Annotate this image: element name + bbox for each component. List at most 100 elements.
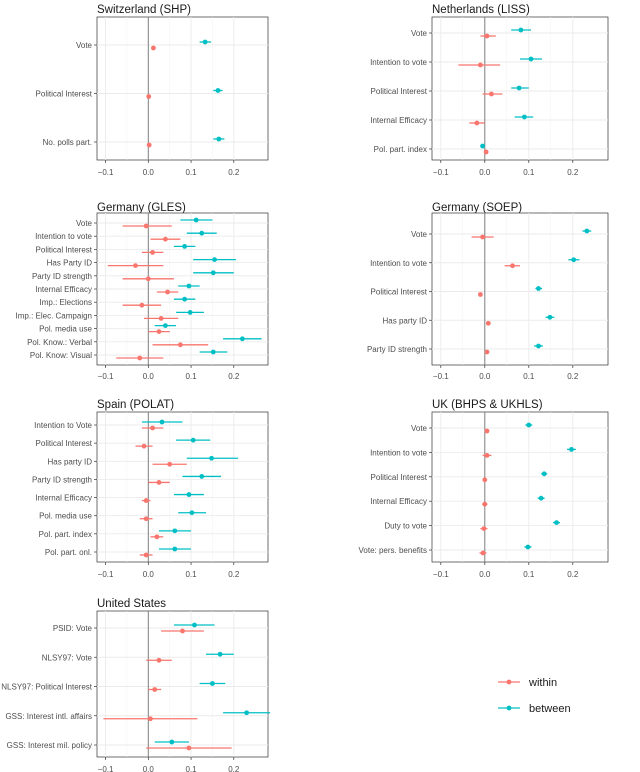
between-point [536, 343, 541, 349]
category-label: Pol. Know.: Verbal [27, 338, 92, 347]
category-label: NLSY97: Political Interest [1, 683, 92, 692]
between-point [187, 310, 193, 315]
category-label: Internal Efficacy [370, 497, 427, 506]
x-tick-label: 0.2 [228, 570, 240, 579]
plot-area [96, 411, 269, 563]
within-point [133, 263, 138, 268]
legend-key-point [506, 679, 512, 685]
between-point [192, 622, 197, 628]
category-label: Pol. part. index [374, 145, 427, 154]
category-label: GSS: Interest mil. policy [7, 741, 92, 750]
within-point [165, 289, 170, 295]
panel-netherlands-liss: Netherlands (LISS) −0.1 0.0 0.1 0.2 Vote Inten… [370, 4, 609, 177]
category-label: Vote [411, 230, 428, 239]
category-label: Political Interest [36, 439, 93, 448]
x-tick-label: −0.1 [98, 372, 114, 381]
x-tick-label: −0.1 [98, 765, 114, 772]
panel-title: Netherlands (LISS) [432, 4, 530, 16]
within-point [482, 501, 488, 507]
within-point [146, 142, 152, 148]
x-tick-label: 0.1 [523, 570, 535, 579]
category-label: Intention to vote [370, 448, 427, 457]
between-point [569, 447, 574, 452]
panel-title: Germany (GLES) [97, 202, 186, 214]
x-tick-label: 0.0 [143, 372, 155, 381]
category-label: No. polls part. [43, 138, 92, 147]
x-tick-label: 0.2 [567, 372, 579, 381]
within-point [482, 477, 488, 483]
within-point [150, 425, 155, 431]
within-point [186, 745, 192, 751]
x-tick-label: 0.2 [567, 570, 579, 579]
within-point [489, 91, 494, 97]
within-point [139, 302, 145, 308]
within-point [145, 276, 151, 282]
within-point [481, 526, 487, 531]
x-tick-label: 0.2 [228, 168, 240, 177]
within-point [478, 292, 483, 297]
x-tick-label: −0.1 [433, 570, 449, 579]
x-tick-label: −0.1 [433, 372, 449, 381]
within-point [152, 687, 158, 692]
category-label: Has Party ID [47, 259, 93, 268]
legend: within between [498, 677, 571, 715]
legend-label-between: between [529, 703, 571, 715]
between-point [525, 544, 531, 550]
panel-title: Switzerland (SHP) [97, 4, 191, 16]
between-point [212, 257, 217, 262]
within-point [150, 250, 155, 255]
between-point [190, 437, 196, 443]
x-tick-label: 0.0 [143, 570, 155, 579]
panel-title: UK (BHPS & UKHLS) [432, 399, 543, 411]
category-label: PSID: Vote [53, 624, 93, 633]
within-point [154, 534, 160, 540]
within-point [177, 342, 183, 348]
category-label: Imp.: Elec. Campaign [16, 311, 92, 320]
between-point [210, 349, 216, 355]
between-point [516, 85, 522, 91]
x-tick-label: 0.1 [523, 372, 535, 381]
category-label: Political Interest [371, 288, 428, 297]
within-point [484, 453, 490, 458]
category-label: Vote [411, 424, 428, 433]
x-tick-label: 0.2 [228, 765, 240, 772]
within-point [480, 550, 486, 556]
within-point [137, 355, 143, 361]
category-label: Political Interest [371, 87, 428, 96]
within-point [143, 552, 149, 558]
within-point [148, 716, 153, 722]
x-tick-label: 0.1 [185, 372, 197, 381]
panel-germany-soep: Germany (SOEP) −0.1 0.0 0.1 0.2 Vote Intention… [367, 202, 609, 381]
within-point [480, 234, 485, 240]
within-point [474, 120, 480, 126]
between-point [215, 88, 221, 93]
between-point [244, 710, 250, 716]
between-point [209, 455, 214, 461]
within-point [151, 45, 156, 51]
within-point [510, 263, 515, 269]
x-tick-label: −0.1 [98, 570, 114, 579]
category-label: Intention to vote [370, 259, 427, 268]
category-label: NLSY97: Vote [42, 653, 93, 662]
category-label: Intention to vote [35, 232, 92, 241]
within-point [156, 480, 162, 485]
between-point [193, 217, 199, 223]
category-label: Vote [411, 29, 428, 38]
category-label: Has party ID [383, 316, 428, 325]
between-point [536, 286, 541, 291]
category-label: Intention to vote [370, 58, 427, 67]
between-point [163, 323, 168, 328]
within-point [141, 443, 147, 449]
x-tick-label: 0.2 [228, 372, 240, 381]
x-tick-label: 0.0 [479, 570, 491, 579]
category-label: Internal Efficacy [35, 285, 92, 294]
between-point [541, 471, 547, 477]
category-label: Party ID strength [367, 345, 427, 354]
between-point [182, 296, 188, 302]
x-tick-label: 0.2 [567, 168, 579, 177]
between-point [189, 510, 195, 516]
category-label: Has party ID [48, 457, 93, 466]
between-point [217, 651, 223, 657]
within-point [156, 329, 162, 334]
panel-spain-polat: Spain (POLAT) −0.1 0.0 0.1 0.2 Intention to V… [32, 399, 269, 579]
